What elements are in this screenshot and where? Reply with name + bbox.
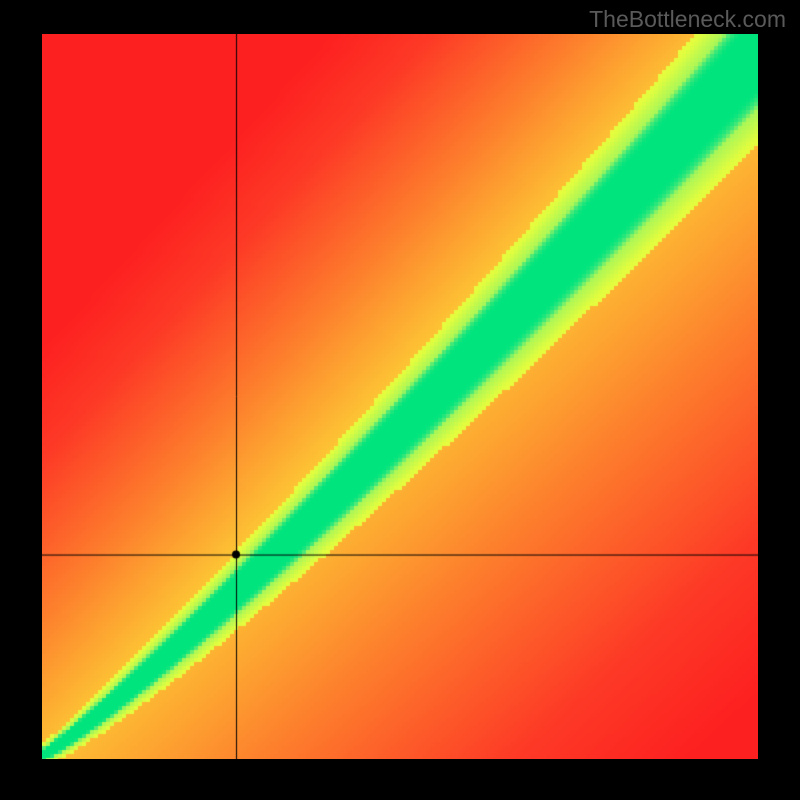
chart-container: TheBottleneck.com (0, 0, 800, 800)
bottleneck-heatmap (42, 34, 758, 759)
watermark-text: TheBottleneck.com (589, 6, 786, 33)
